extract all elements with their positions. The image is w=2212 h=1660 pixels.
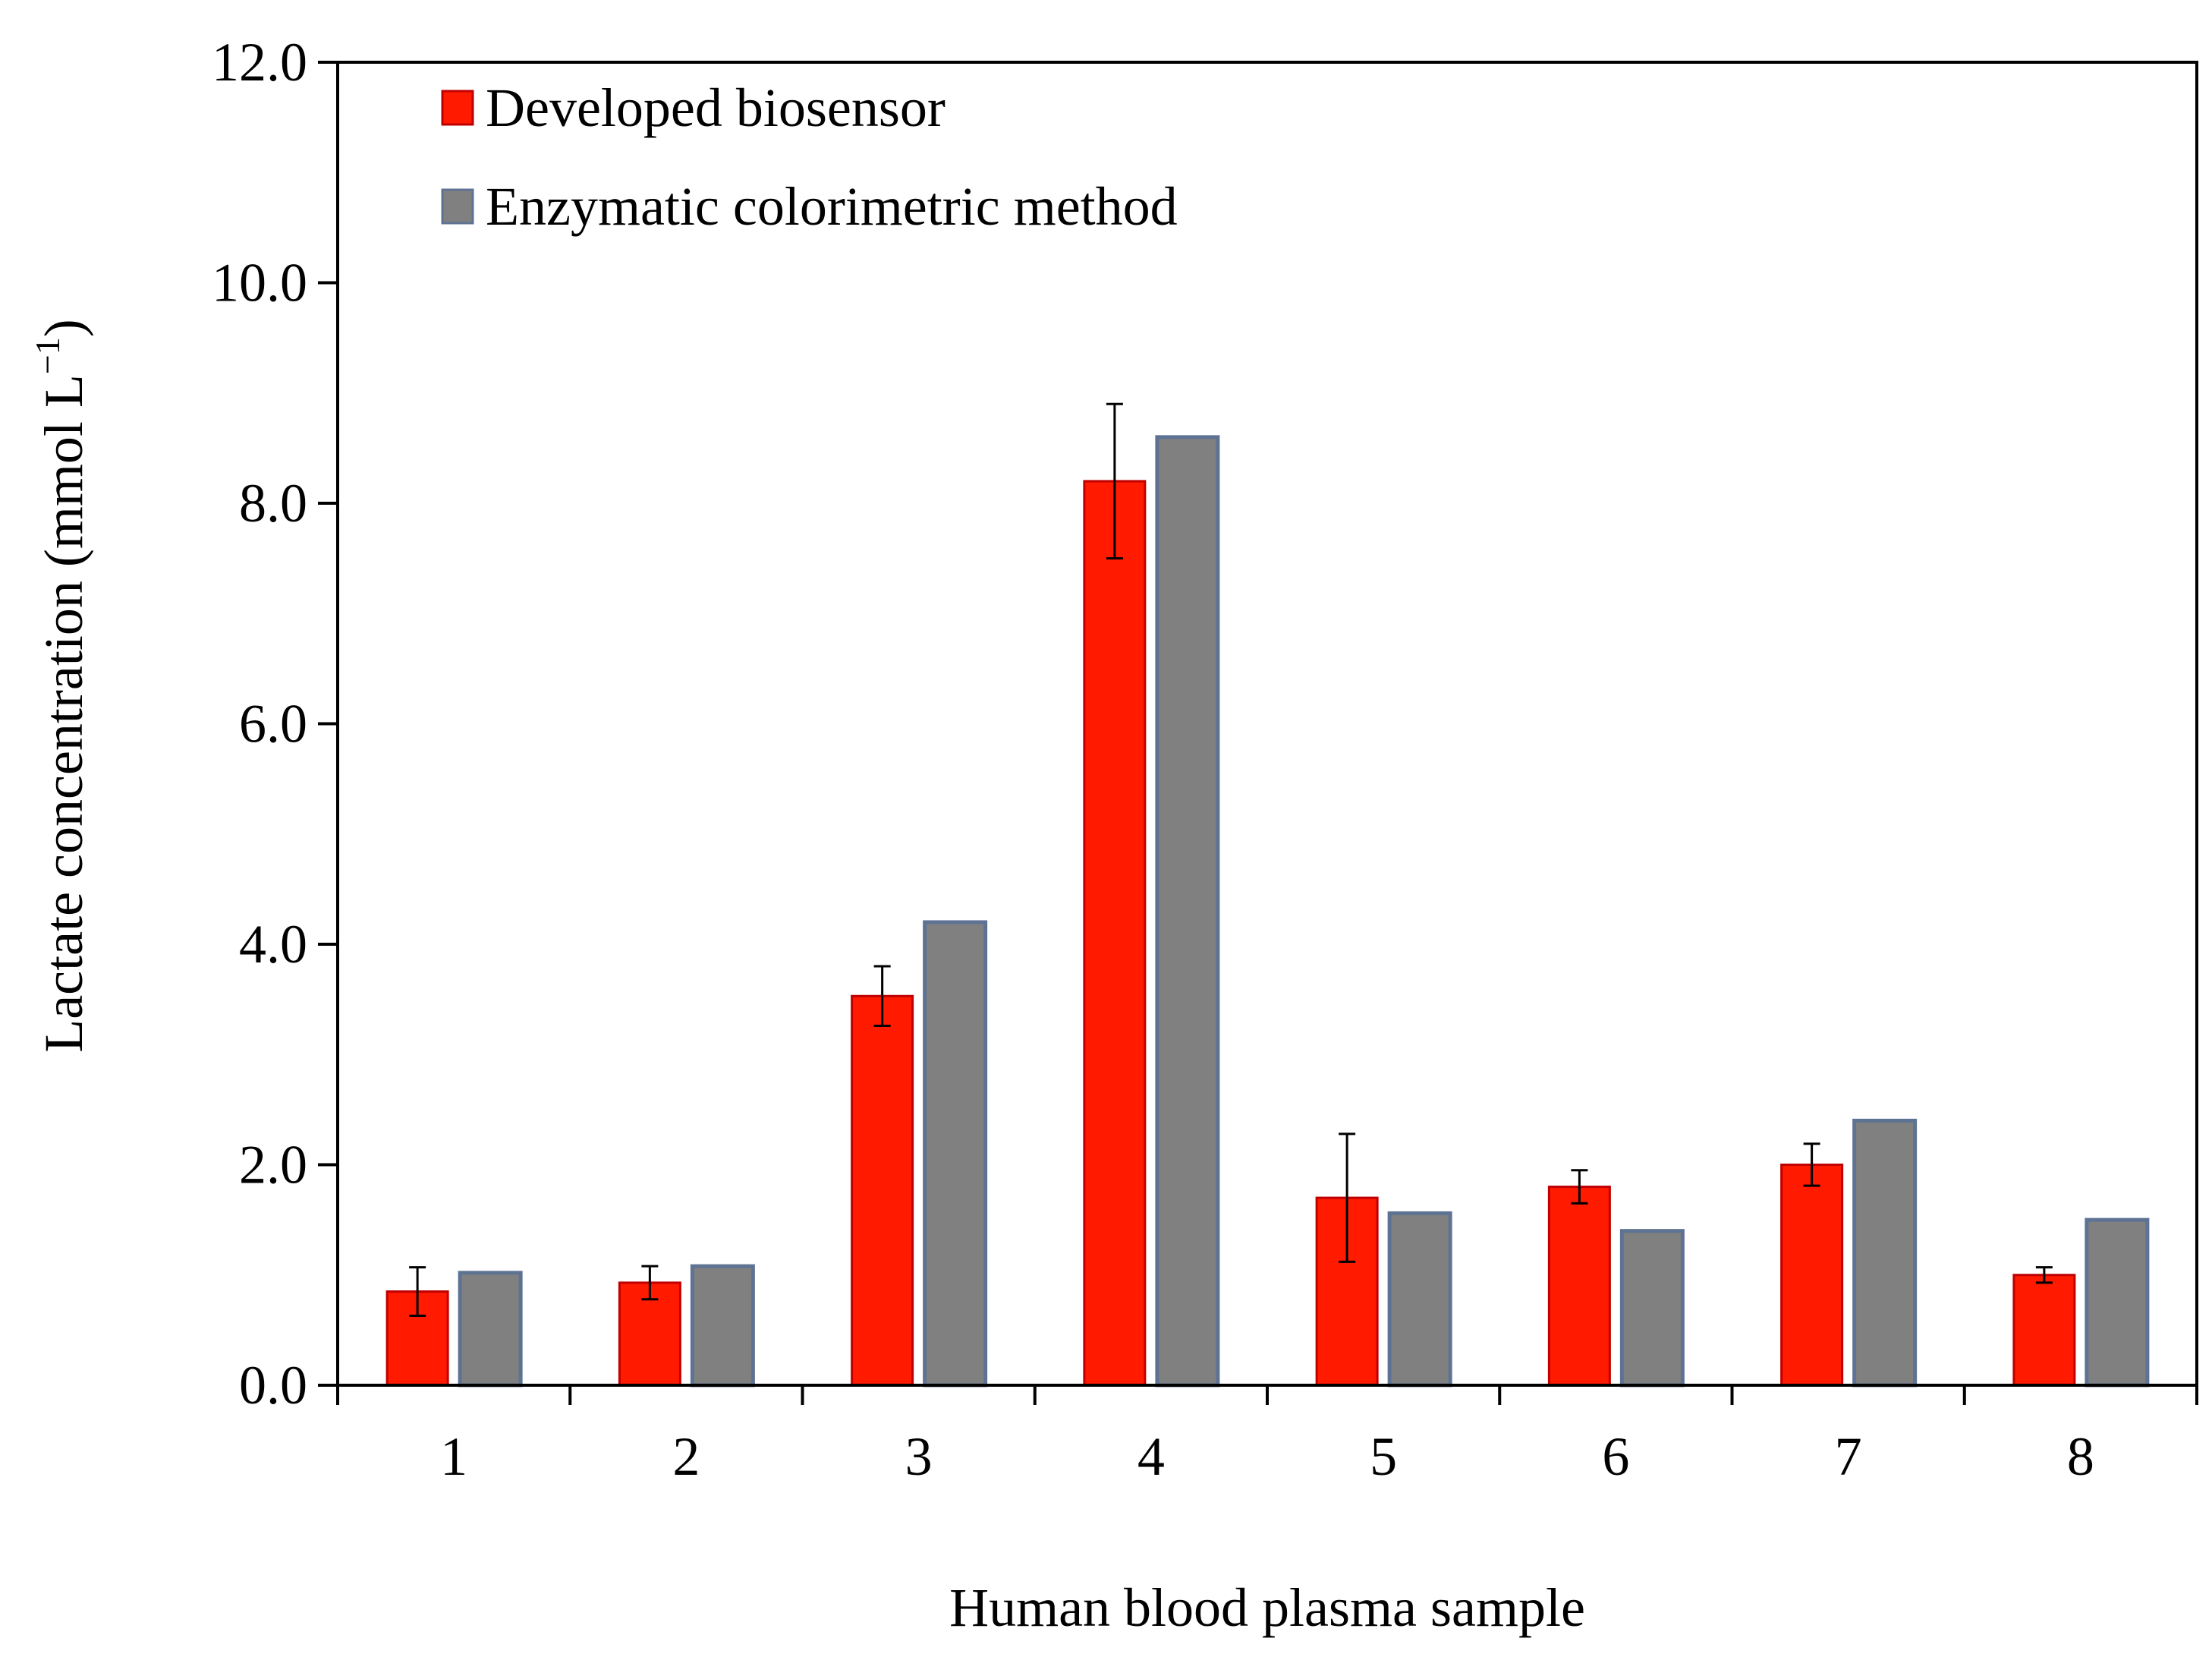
x-tick-label-1: 1 bbox=[440, 1426, 467, 1487]
bar-developed-6 bbox=[1547, 1186, 1611, 1387]
bars-layer bbox=[385, 435, 2150, 1388]
y-axis-label-close: ) bbox=[33, 319, 94, 337]
x-tick-label-7: 7 bbox=[1835, 1426, 1862, 1487]
bar-colorimetric-7 bbox=[1852, 1118, 1918, 1388]
bar-colorimetric-4 bbox=[1155, 435, 1220, 1388]
plot-frame bbox=[336, 61, 2198, 1387]
y-axis-label-main: Lactate concentration (mmol L bbox=[33, 374, 94, 1053]
y-tick-label: 10.0 bbox=[212, 253, 307, 313]
tick-labels-layer: 1 2 3 4 5 6 7 8 0.0 2.0 4.0 6.0 8.0 10.0 12.0 bbox=[212, 32, 2094, 1487]
bar-developed-4 bbox=[1083, 480, 1147, 1387]
legend: Developed biosensor Enzymatic colorimetr… bbox=[441, 77, 1178, 237]
x-tick-label-5: 5 bbox=[1370, 1426, 1397, 1487]
axes-layer bbox=[318, 61, 2198, 1405]
x-axis-label: Human blood plasma sample bbox=[949, 1577, 1585, 1638]
y-axis-label-superscript: −1 bbox=[28, 337, 67, 374]
bar-colorimetric-1 bbox=[458, 1271, 523, 1388]
y-tick-label: 6.0 bbox=[239, 694, 307, 754]
y-tick-label: 0.0 bbox=[239, 1355, 307, 1416]
bar-colorimetric-5 bbox=[1387, 1211, 1452, 1388]
legend-label-enzymatic-colorimetric: Enzymatic colorimetric method bbox=[486, 176, 1178, 237]
bar-colorimetric-6 bbox=[1619, 1229, 1685, 1388]
bar-developed-3 bbox=[851, 994, 914, 1387]
error-bars-layer bbox=[409, 402, 2053, 1317]
x-tick-label-2: 2 bbox=[672, 1426, 700, 1487]
bar-colorimetric-2 bbox=[690, 1264, 755, 1388]
bar-colorimetric-3 bbox=[923, 920, 988, 1388]
bar-colorimetric-8 bbox=[2085, 1217, 2150, 1388]
y-tick-label: 8.0 bbox=[239, 473, 307, 534]
x-tick-label-8: 8 bbox=[2067, 1426, 2094, 1487]
y-tick-label: 2.0 bbox=[239, 1135, 307, 1195]
legend-swatch-developed-biosensor bbox=[441, 90, 474, 126]
x-tick-label-4: 4 bbox=[1137, 1426, 1165, 1487]
y-tick-label: 4.0 bbox=[239, 914, 307, 975]
y-tick-label: 12.0 bbox=[212, 32, 307, 93]
bar-developed-8 bbox=[2012, 1274, 2076, 1387]
legend-label-developed-biosensor: Developed biosensor bbox=[486, 77, 946, 138]
legend-swatch-enzymatic-colorimetric bbox=[441, 188, 474, 225]
bar-developed-7 bbox=[1780, 1164, 1844, 1387]
y-axis-label: Lactate concentration (mmol L−1) bbox=[28, 319, 94, 1053]
x-tick-label-6: 6 bbox=[1602, 1426, 1629, 1487]
x-tick-label-3: 3 bbox=[905, 1426, 933, 1487]
